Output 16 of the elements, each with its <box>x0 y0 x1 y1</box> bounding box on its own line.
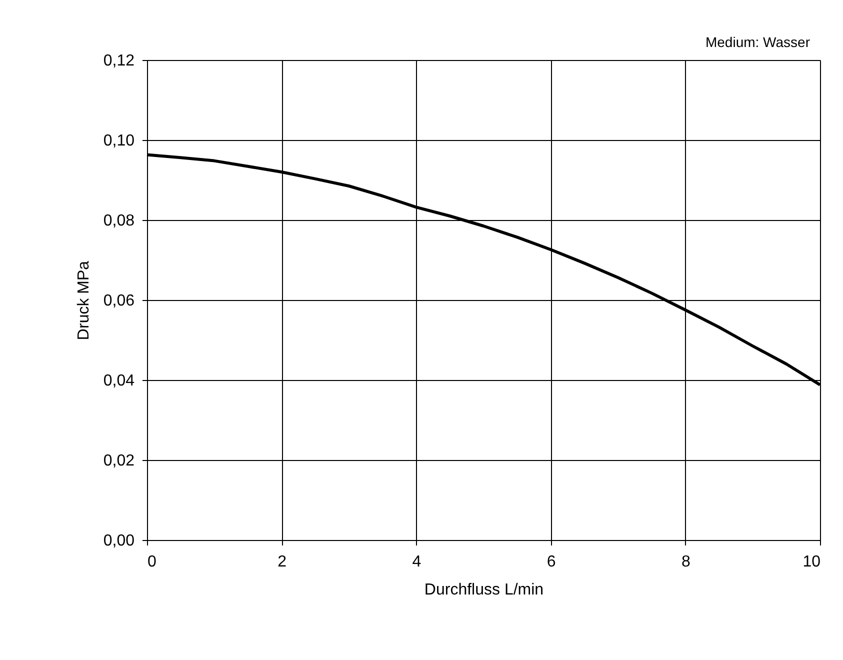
y-tick-label: 0,02 <box>103 452 135 470</box>
x-tick-label: 4 <box>412 554 422 570</box>
text: Medium: Wasser <box>705 34 810 50</box>
y-tick-label: 0,00 <box>103 532 135 550</box>
y-axis-title: Druck MPa <box>75 260 92 340</box>
x-tick-label: 6 <box>546 554 556 570</box>
y-tick-label: 0,12 <box>103 52 135 70</box>
x-tick-label: 8 <box>681 554 690 570</box>
x-tick-label: 10 <box>802 554 821 570</box>
x-tick-label: 0 <box>148 554 156 570</box>
x-axis-title: Durchfluss L/min <box>424 582 544 598</box>
y-tick-label: 0,06 <box>103 292 135 310</box>
y-tick-label: 0,04 <box>103 372 135 390</box>
y-tick-label: 0,10 <box>103 132 135 150</box>
y-tick-label: 0,08 <box>103 212 135 230</box>
x-tick-label: 2 <box>278 554 287 570</box>
